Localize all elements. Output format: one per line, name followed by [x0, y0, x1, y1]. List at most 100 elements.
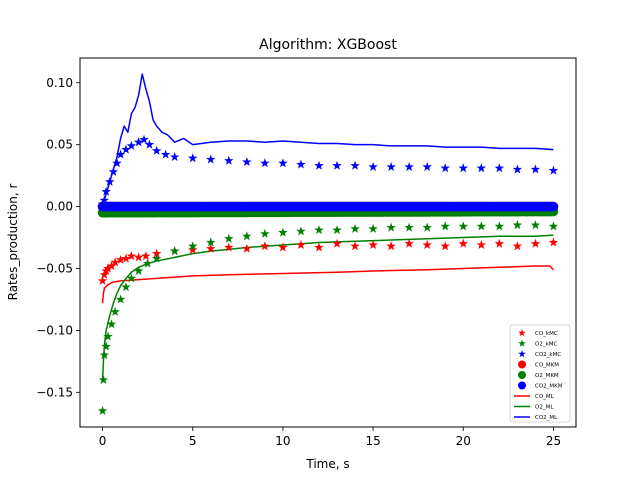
point-co-kmc: [206, 243, 216, 253]
point-co-kmc: [314, 242, 324, 252]
legend-star-swatch: [518, 350, 526, 358]
axes-frame: [79, 57, 577, 428]
point-co2-kmc: [126, 140, 137, 150]
point-co-kmc: [115, 254, 126, 264]
y-tick-label: −0.15: [36, 385, 73, 399]
point-co-kmc: [121, 253, 131, 263]
point-co-kmc: [350, 241, 360, 251]
point-co2-kmc: [530, 164, 541, 174]
point-o2-kmc: [512, 220, 523, 230]
point-o2-kmc: [187, 241, 198, 251]
legend-entry-o2-kmc: O2_kMC: [518, 339, 558, 348]
legend-label: O2_ML: [535, 405, 554, 411]
point-o2-kmc: [101, 341, 111, 351]
point-co2-kmc: [187, 153, 198, 163]
point-co2-kmc: [494, 163, 505, 173]
point-o2-kmc: [368, 223, 378, 233]
point-co2-kmc: [242, 157, 252, 167]
point-co-kmc: [296, 239, 306, 250]
x-tick-label: 5: [189, 434, 197, 448]
legend-star-swatch: [518, 339, 526, 347]
x-axis: 0 5 10 15 20 25: [99, 427, 561, 448]
point-co-kmc: [404, 238, 414, 248]
point-co2-kmc: [350, 160, 360, 170]
legend-label: CO2_kMC: [535, 352, 561, 358]
chart-title: Algorithm: XGBoost: [259, 37, 397, 53]
point-co-kmc: [458, 238, 469, 248]
point-o2-kmc: [530, 220, 541, 230]
point-co2-kmc: [548, 165, 559, 175]
x-axis-title: Time, s: [305, 457, 349, 471]
y-axis-title: Rates_production, r: [6, 184, 20, 301]
point-co2-kmc: [112, 158, 122, 168]
legend-circle-swatch: [518, 360, 526, 369]
point-co-kmc: [386, 241, 396, 251]
point-co-kmc: [242, 243, 252, 253]
legend: CO_kMC O2_kMC CO2_kMC CO_MKM O2_MKM CO2_MKM CO…: [509, 324, 571, 423]
point-o2-kmc: [110, 306, 120, 316]
point-co2-kmc: [368, 161, 378, 172]
x-tick-label: 10: [275, 434, 290, 448]
line-o2-ml: [101, 234, 554, 380]
y-tick-label: 0.05: [46, 138, 73, 152]
point-co-kmc: [110, 257, 120, 267]
point-co-kmc: [278, 242, 288, 252]
point-o2-kmc: [440, 221, 450, 231]
point-co2-kmc: [404, 161, 414, 172]
point-o2-kmc: [206, 237, 216, 247]
series-co-ml: [101, 265, 554, 304]
series-layer: [97, 73, 559, 415]
point-co2-kmc: [133, 137, 144, 147]
line-co-ml: [101, 265, 554, 304]
point-co2-kmc: [108, 166, 119, 176]
legend-label: O2_MKM: [535, 373, 559, 379]
point-co2-kmc: [278, 158, 288, 168]
point-co2-kmc: [105, 176, 115, 186]
point-co2-kmc: [314, 160, 324, 170]
point-co2-kmc: [422, 161, 432, 172]
point-o2-kmc: [115, 294, 126, 304]
plot-area: [97, 73, 559, 415]
point-o2-kmc: [98, 374, 109, 384]
point-o2-kmc: [296, 226, 306, 236]
point-co2-kmc: [332, 160, 342, 170]
point-co2-kmc: [99, 195, 110, 205]
point-co2-kmc: [260, 158, 270, 168]
legend-entry-co-kmc: CO_kMC: [518, 329, 558, 337]
point-o2-kmc: [103, 331, 113, 341]
series-o2-ml: [101, 234, 554, 380]
point-co2-kmc: [160, 149, 171, 159]
point-co-kmc: [422, 239, 432, 250]
y-tick-label: 0.00: [46, 200, 73, 214]
point-co2-kmc: [476, 163, 487, 173]
point-co-kmc: [512, 241, 523, 251]
point-co2-kmc: [458, 163, 469, 173]
point-o2-kmc: [242, 231, 252, 241]
legend-entry-o2-mkm: O2_MKM: [518, 371, 559, 379]
legend-label: CO_ML: [535, 394, 555, 400]
point-o2-kmc: [476, 221, 487, 231]
point-co-kmc: [476, 239, 487, 250]
point-o2-kmc: [548, 221, 559, 231]
point-co-kmc: [332, 238, 342, 248]
legend-entry-co-ml: CO_ML: [514, 394, 555, 400]
legend-entry-co2-ml: CO2_ML: [514, 415, 558, 421]
line-co2-ml: [101, 73, 554, 205]
point-co2-kmc: [296, 159, 306, 169]
point-co-kmc: [548, 237, 559, 247]
point-co2-kmc: [386, 161, 396, 172]
legend-label: CO2_ML: [535, 415, 558, 421]
point-o2-kmc: [99, 350, 110, 360]
point-o2-kmc: [458, 221, 469, 231]
point-co2-kmc: [101, 186, 111, 196]
point-o2-kmc: [97, 405, 108, 415]
point-co2-kmc: [151, 145, 162, 155]
point-o2-kmc: [169, 246, 180, 256]
point-co2-kmc: [121, 144, 131, 154]
point-co2-kmc: [139, 134, 149, 144]
point-o2-kmc: [224, 233, 234, 243]
point-co2-kmc: [144, 139, 155, 149]
point-o2-kmc: [494, 221, 505, 231]
x-tick-label: 25: [546, 434, 561, 448]
point-co2-kmc: [224, 155, 234, 165]
